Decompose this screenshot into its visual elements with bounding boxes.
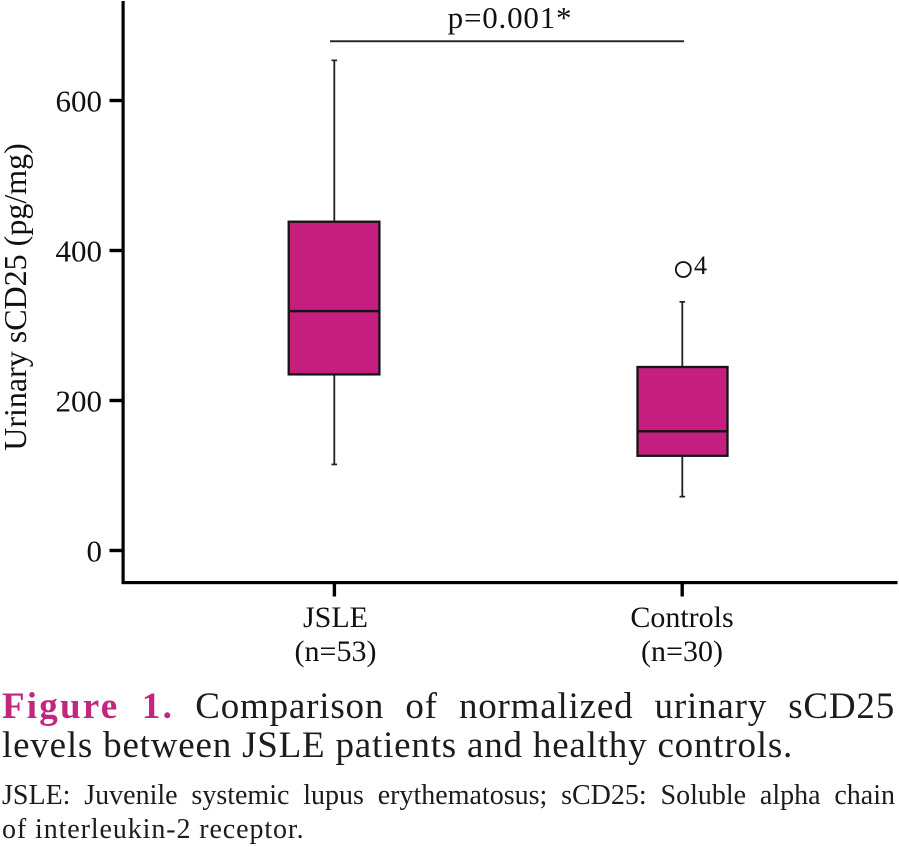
svg-text:400: 400 — [56, 234, 103, 269]
svg-text:p=0.001*: p=0.001* — [448, 0, 573, 35]
svg-text:Urinary sCD25 (pg/mg): Urinary sCD25 (pg/mg) — [0, 143, 33, 451]
svg-text:(n=30): (n=30) — [641, 635, 723, 668]
svg-text:Controls: Controls — [630, 601, 733, 634]
svg-text:600: 600 — [56, 84, 103, 119]
svg-text:200: 200 — [56, 384, 103, 419]
svg-text:0: 0 — [87, 534, 103, 569]
svg-text:JSLE: JSLE — [303, 601, 368, 634]
svg-text:(n=53): (n=53) — [295, 635, 377, 668]
svg-text:4: 4 — [694, 251, 707, 280]
